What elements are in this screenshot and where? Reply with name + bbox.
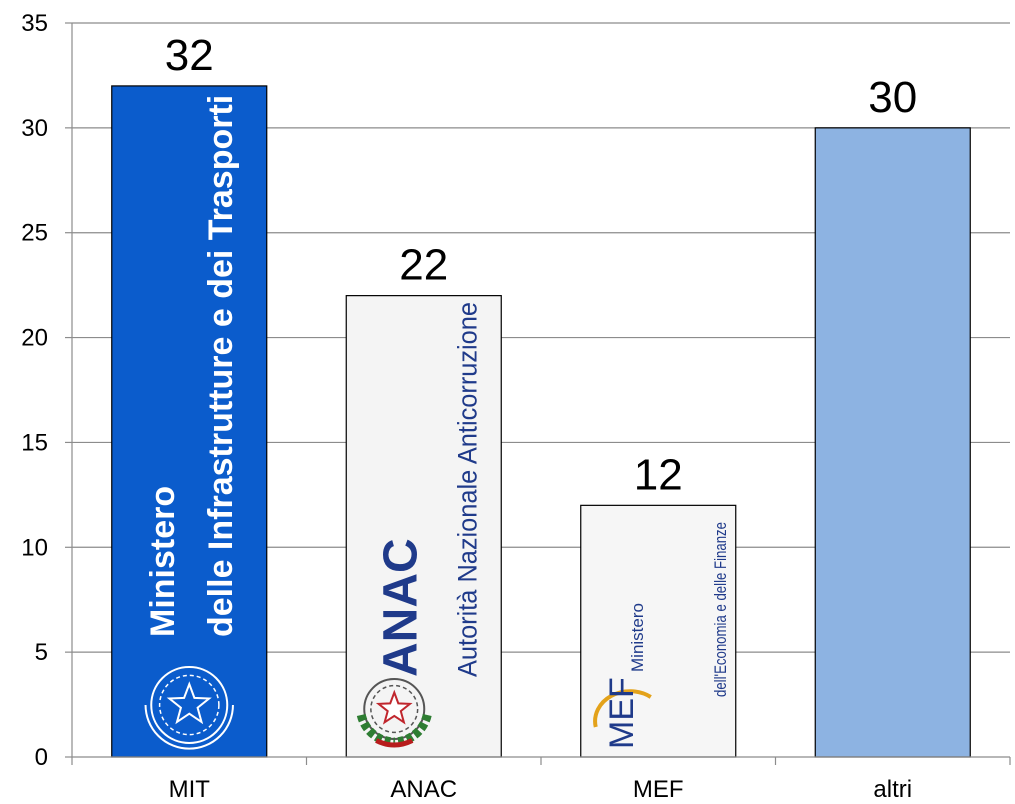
- emblem-olive-branch: [356, 713, 395, 747]
- y-tick-label: 5: [35, 639, 48, 666]
- y-axis: 0 5 10 15 20 25 30 35: [21, 10, 73, 771]
- x-tick-label: altri: [873, 776, 912, 803]
- emblem-ring: [150, 666, 229, 744]
- data-label-mef: 12: [634, 450, 683, 499]
- bar-group-anac: ANAC Autorità Nazionale Anticorruzione: [345, 295, 502, 758]
- emblem-branches: [144, 704, 234, 750]
- y-tick-label: 15: [21, 429, 48, 456]
- logo-text-line: Autorità Nazionale Anticorruzione: [452, 302, 482, 677]
- mef-arc: [593, 689, 652, 728]
- logo-text-line: ANAC: [374, 538, 427, 677]
- y-tick-label: 25: [21, 220, 48, 247]
- bar-altri: [814, 127, 971, 758]
- y-tick-label: 0: [35, 744, 48, 771]
- bar-group-mef: MEF Ministero dell'Economia e delle Finanz…: [580, 504, 737, 758]
- emblem-oak-branch: [393, 713, 432, 747]
- bar-mit: [111, 85, 268, 758]
- bar-logo-mit: Ministero delle Infrastrutture e dei Tras…: [144, 95, 240, 750]
- y-tick-label: 30: [21, 115, 48, 142]
- emblem-gear: [370, 684, 419, 734]
- logo-text-line: delle Infrastrutture e dei Trasporti: [202, 95, 240, 637]
- emblem-star: [375, 689, 413, 725]
- bar-group-altri: [814, 127, 971, 758]
- x-tick-label: MIT: [169, 776, 211, 803]
- bar-logo-mef: MEF Ministero dell'Economia e delle Finanz…: [593, 522, 730, 749]
- logo-text-line: Ministero: [628, 603, 647, 672]
- data-label-anac: 22: [399, 241, 448, 290]
- emblem-ribbon: [375, 738, 414, 748]
- mef-mark: MEF: [603, 677, 641, 749]
- x-tick-label: MEF: [633, 776, 684, 803]
- logo-text-line: dell'Economia e delle Finanze: [711, 522, 730, 697]
- bars: Ministero delle Infrastrutture e dei Tras…: [111, 85, 971, 758]
- data-label-mit: 32: [165, 31, 214, 80]
- bar-group-mit: Ministero delle Infrastrutture e dei Tras…: [111, 85, 268, 758]
- y-tick-label: 20: [21, 325, 48, 352]
- bar-mef: [580, 504, 737, 758]
- emblem-gear: [158, 674, 220, 736]
- x-tick-label: ANAC: [390, 776, 457, 803]
- y-tick-label: 10: [21, 534, 48, 561]
- data-labels: 32 22 12 30: [165, 31, 917, 499]
- y-tick-label: 35: [21, 10, 48, 37]
- x-axis: MIT ANAC MEF altri: [71, 756, 1011, 803]
- data-label-altri: 30: [868, 73, 917, 122]
- logo-text-line: Ministero: [144, 486, 182, 637]
- bar-anac: [345, 295, 502, 758]
- emblem-star: [166, 681, 212, 725]
- mef-logo-icon: MEF: [593, 677, 652, 749]
- bar-logo-anac: ANAC Autorità Nazionale Anticorruzione: [356, 302, 482, 748]
